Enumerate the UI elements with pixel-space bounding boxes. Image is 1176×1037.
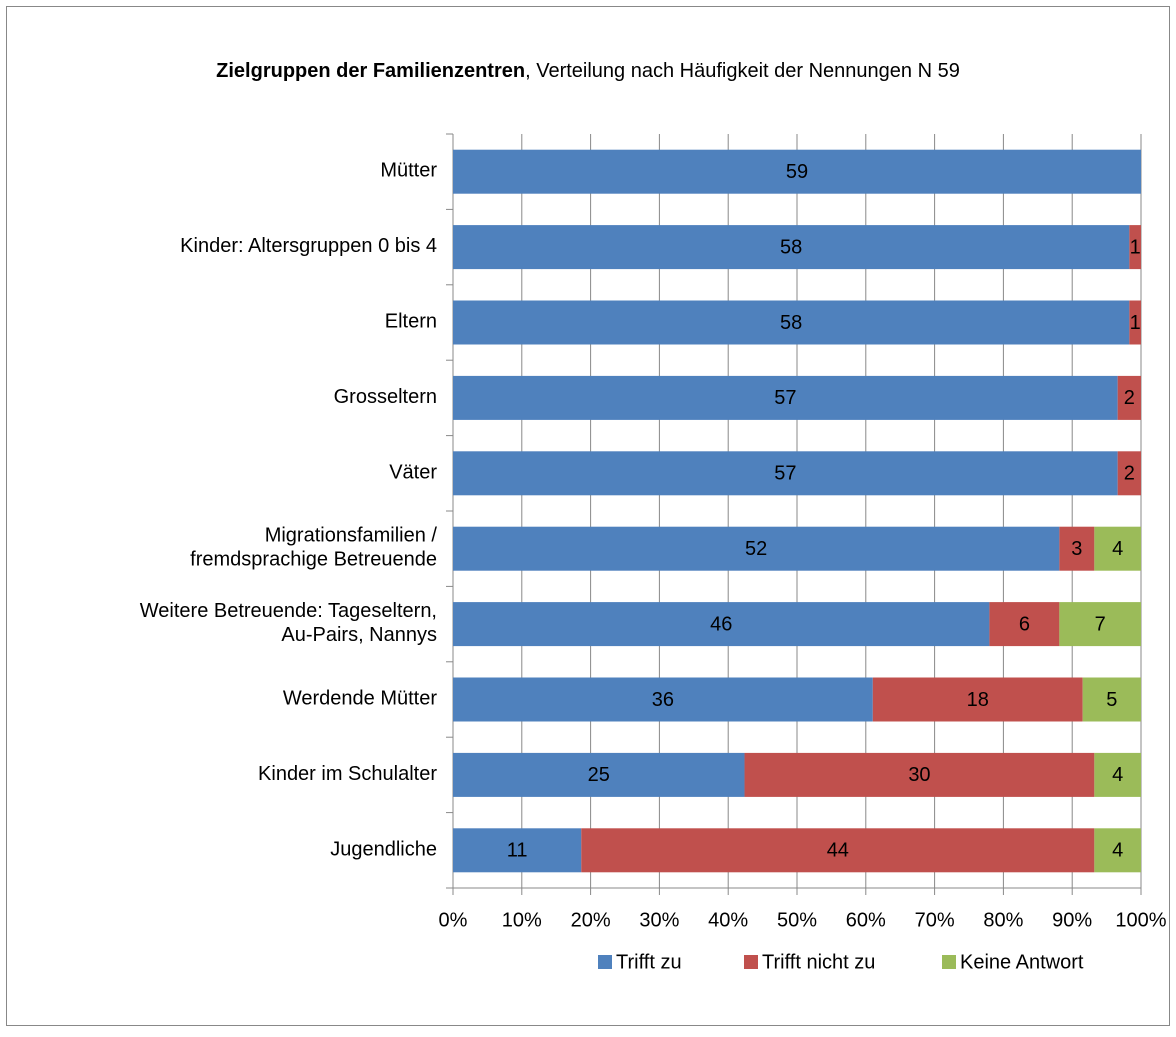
bar-segment <box>1059 602 1141 647</box>
data-label: 4 <box>1112 840 1123 862</box>
x-tick-label: 30% <box>639 909 679 931</box>
y-tick-label: Mütter <box>380 160 437 182</box>
data-label: 5 <box>1106 689 1117 711</box>
data-label: 58 <box>780 312 802 334</box>
y-tick-label-line: Au-Pairs, Nannys <box>281 624 437 646</box>
bar-segment <box>453 375 1118 420</box>
y-tick-label: Jugendliche <box>330 839 437 861</box>
x-tick-label: 80% <box>983 909 1023 931</box>
y-tick-label: Migrationsfamilien / fremdsprachige Betre… <box>190 525 437 571</box>
chart-subtitle: , Verteilung nach Häufigkeit der Nennung… <box>525 60 960 82</box>
bar-segment <box>453 526 1060 571</box>
legend-label: Keine Antwort <box>960 951 1084 973</box>
bar-segment <box>872 677 1083 722</box>
y-tick-label: Werdende Mütter <box>283 688 437 710</box>
bar-segment <box>1129 300 1141 345</box>
data-label: 46 <box>710 613 732 635</box>
bar-segment <box>453 677 873 722</box>
bar-segment <box>581 828 1095 873</box>
chart-title: Zielgruppen der Familienzentren <box>216 60 525 82</box>
legend-label: Trifft zu <box>616 951 682 973</box>
x-tick-label: 20% <box>571 909 611 931</box>
bar-segment <box>1129 225 1141 270</box>
data-label: 30 <box>908 764 930 786</box>
x-tick-label: 50% <box>777 909 817 931</box>
y-tick-label: Väter <box>389 462 437 484</box>
x-tick-label: 60% <box>846 909 886 931</box>
legend-swatch <box>598 955 612 969</box>
y-tick-label: Grosseltern <box>334 386 437 408</box>
legend-label: Trifft nicht zu <box>762 951 875 973</box>
data-label: 6 <box>1019 613 1030 635</box>
y-tick-label: Kinder: Altersgruppen 0 bis 4 <box>180 235 437 257</box>
legend-swatch <box>942 955 956 969</box>
data-label: 57 <box>774 387 796 409</box>
y-tick-label-line: Grosseltern <box>334 386 437 408</box>
data-label: 2 <box>1124 387 1135 409</box>
bar-segment <box>1094 526 1141 571</box>
bar-segment <box>1117 451 1141 496</box>
bar-segment <box>453 225 1130 270</box>
data-label: 3 <box>1071 538 1082 560</box>
data-label: 2 <box>1124 463 1135 485</box>
y-tick-label-line: fremdsprachige Betreuende <box>190 549 437 571</box>
data-label: 25 <box>588 764 610 786</box>
x-tick-label: 100% <box>1115 909 1166 931</box>
y-tick-label: Weitere Betreuende: Tageseltern, Au-Pairs… <box>140 600 437 646</box>
bar-segment <box>1094 828 1141 873</box>
x-tick-label: 10% <box>502 909 542 931</box>
bar-segment <box>1059 526 1095 571</box>
bar-segment <box>453 828 582 873</box>
x-tick-label: 70% <box>915 909 955 931</box>
data-label: 11 <box>507 840 528 862</box>
y-tick-label-line: Väter <box>389 462 437 484</box>
y-tick-label-line: Jugendliche <box>330 839 437 861</box>
data-label: 18 <box>967 689 989 711</box>
y-tick-label: Eltern <box>385 311 437 333</box>
y-tick-label-line: Migrationsfamilien / <box>265 525 438 547</box>
y-tick-label-line: Kinder: Altersgruppen 0 bis 4 <box>180 235 437 257</box>
data-label: 36 <box>652 689 674 711</box>
y-tick-label-line: Werdende Mütter <box>283 688 437 710</box>
data-label: 59 <box>786 161 808 183</box>
data-label: 1 <box>1130 312 1141 334</box>
bar-segment <box>453 451 1118 496</box>
data-label: 1 <box>1130 236 1141 258</box>
y-tick-label-line: Kinder im Schulalter <box>258 763 437 785</box>
bar-segment <box>453 602 990 647</box>
bar-segment <box>1082 677 1141 722</box>
bar-segment <box>1117 375 1141 420</box>
y-tick-label-line: Eltern <box>385 311 437 333</box>
x-tick-label: 40% <box>708 909 748 931</box>
bar-segment <box>1094 752 1141 797</box>
chart-title-line: Zielgruppen der Familienzentren, Verteil… <box>216 60 960 82</box>
y-tick-label: Kinder im Schulalter <box>258 763 437 785</box>
x-tick-label: 0% <box>439 909 468 931</box>
bar-segment <box>453 752 745 797</box>
data-label: 57 <box>774 463 796 485</box>
x-tick-label: 90% <box>1052 909 1092 931</box>
legend-swatch <box>744 955 758 969</box>
y-tick-label-line: Mütter <box>380 160 437 182</box>
bar-segment <box>989 602 1060 647</box>
data-label: 58 <box>780 236 802 258</box>
data-label: 52 <box>745 538 767 560</box>
data-label: 4 <box>1112 764 1123 786</box>
data-label: 4 <box>1112 538 1123 560</box>
y-tick-label-line: Weitere Betreuende: Tageseltern, <box>140 600 437 622</box>
bar-segment <box>744 752 1095 797</box>
data-label: 7 <box>1095 613 1106 635</box>
bar-segment <box>453 300 1130 345</box>
bar-segment <box>453 149 1141 194</box>
data-label: 44 <box>827 840 849 862</box>
